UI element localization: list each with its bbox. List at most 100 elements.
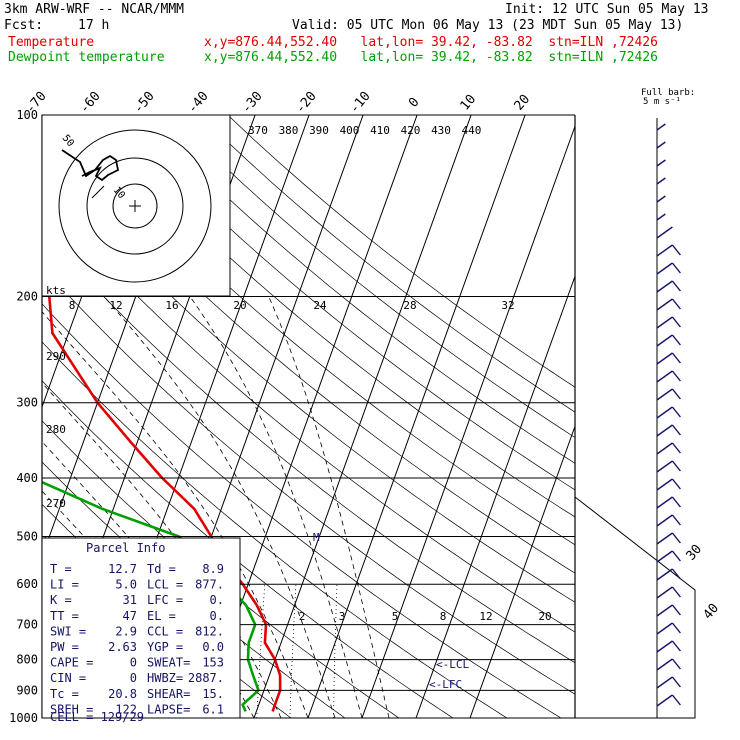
parcel-label: LI = [50,578,79,592]
parcel-value: 20.8 [108,687,137,701]
pressure-tick-label: 100 [16,108,38,122]
parcel-value: 8.9 [202,562,224,576]
parcel-value: 5.0 [115,578,137,592]
isotherm-label: 20 [512,92,534,114]
hodograph-trace [91,185,105,199]
wind-barb [656,406,673,419]
wind-barb [656,658,673,671]
parcel-value: 877. [195,578,224,592]
mixing-ratio-label: 12 [479,610,492,623]
isotherm-label: -30 [239,89,266,117]
dewpoint-location: x,y=876.44,552.40 lat,lon= 39.42, -83.82… [204,50,658,65]
isotherm-label: 40 [701,601,723,623]
parcel-value: 2887. [188,671,224,685]
parcel-label: EL = [147,609,176,623]
barb-legend: Full barb: [641,88,695,98]
wind-barb [671,334,681,346]
speed-tick-label: 20 [233,299,246,312]
wind-barb [656,316,673,329]
wind-barb [671,496,681,508]
wind-barb [671,514,681,526]
parcel-value: 812. [195,624,224,638]
lcl-marker: <-LCL [436,658,469,671]
speed-tick-label: 12 [109,299,122,312]
dry-adiabat [42,194,575,633]
parcel-value: 0.0 [202,640,224,654]
wind-barb [656,388,673,401]
hodograph-ring [112,183,158,229]
wind-barb [656,123,666,131]
wind-barb [656,262,673,275]
theta-label: 410 [370,124,390,137]
wind-barb [671,604,681,616]
wind-barb [656,352,673,365]
wind-barb [656,478,673,491]
theta-label: 370 [248,124,268,137]
wind-barb [656,298,673,311]
barb-box [574,495,696,719]
isotherm-label: 0 [406,95,423,111]
wind-barb [656,442,673,455]
theta-label: 280 [46,423,66,436]
dry-adiabat [199,115,575,413]
parcel-info-frame [41,537,241,719]
wind-barb [671,460,681,472]
dry-adiabat [42,266,575,695]
wind-barb [656,280,673,293]
parcel-label: TT = [50,609,79,623]
theta-label: 400 [340,124,360,137]
wind-barb [656,676,673,689]
isotherm-label: 30 [684,542,706,564]
parcel-info-title: Parcel Info [86,541,165,555]
parcel-value: 0. [210,593,224,607]
parcel-label: SHEAR= [147,687,190,701]
speed-tick-label: 16 [165,299,178,312]
mixing-ratio-line [333,584,338,718]
dry-adiabat [115,115,575,491]
pressure-tick-label: 400 [16,471,38,485]
parcel-value: 0 [130,656,137,670]
wind-barb [671,622,681,634]
dry-adiabat [171,115,575,438]
theta-label: 290 [46,350,66,363]
parcel-value: 0. [210,609,224,623]
parcel-cell: CELL = 129/29 [50,710,144,724]
wind-barb [656,195,666,203]
parcel-value: 2.63 [108,640,137,654]
pressure-tick-label: 900 [16,683,38,697]
mixing-ratio-label: 3 [339,610,346,623]
wind-barb [671,388,681,400]
speed-tick-label: 8 [69,299,76,312]
parcel-value: 31 [123,593,137,607]
parcel-label: Td = [147,562,176,576]
dry-adiabat [143,115,575,464]
wind-barb [671,442,681,454]
isotherm [469,424,575,718]
parcel-label: YGP = [147,640,183,654]
theta-label: 420 [401,124,421,137]
hodograph [41,114,231,297]
parcel-label: SWI = [50,624,86,638]
wind-barb [656,532,673,545]
pressure-tick-label: 300 [16,396,38,410]
speed-tick-label: 28 [403,299,416,312]
wind-barb [671,244,681,256]
dry-adiabat [227,115,575,388]
wind-barb [656,694,673,707]
wind-barb [656,640,673,653]
mixing-ratio-label: 2 [299,610,306,623]
mixing-ratio-label: 5 [392,610,399,623]
wind-barb [671,262,681,274]
parcel-label: Tc = [50,687,79,701]
wind-barb [656,496,673,509]
parcel-info-box [41,537,241,719]
parcel-value: 2.9 [115,624,137,638]
wind-barb [656,604,673,617]
isotherm-label: -20 [293,89,320,117]
wind-barb [671,352,681,364]
hodograph-ring [86,157,184,255]
wind-barb [656,177,666,185]
dry-adiabat [42,229,575,664]
fcst-label: Fcst: [4,18,44,33]
